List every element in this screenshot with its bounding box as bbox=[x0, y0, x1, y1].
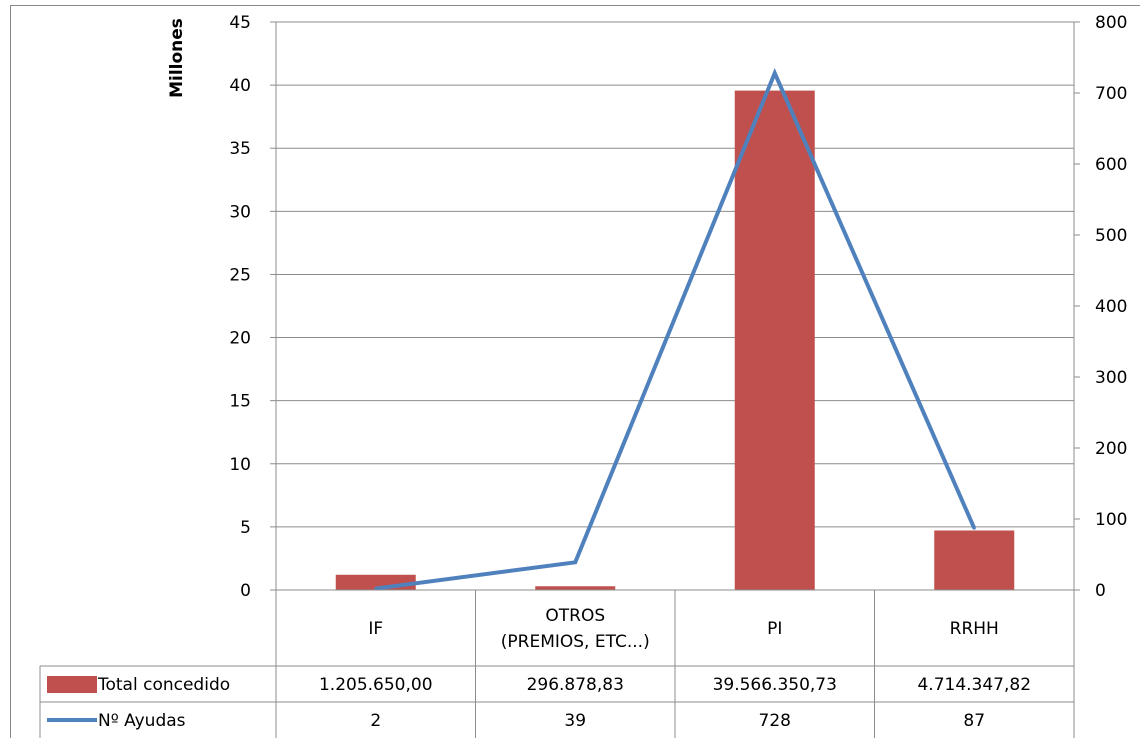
table-cell-value: 2 bbox=[370, 711, 381, 731]
legend-key-bar bbox=[47, 676, 97, 693]
line-point bbox=[972, 526, 976, 530]
table-cell-value: 296.878,83 bbox=[527, 675, 624, 695]
y-tick-label: 45 bbox=[229, 13, 251, 33]
table-cell-value: 87 bbox=[963, 711, 985, 731]
category-label: RRHH bbox=[950, 619, 999, 639]
y2-tick-label: 0 bbox=[1095, 581, 1106, 601]
y2-tick-label: 700 bbox=[1095, 84, 1127, 104]
category-label: IF bbox=[368, 619, 383, 639]
chart-area-border bbox=[10, 5, 1140, 738]
y-tick-label: 30 bbox=[229, 202, 251, 222]
bar bbox=[734, 90, 815, 591]
legend-entry: Nº Ayudas bbox=[98, 711, 186, 731]
y-tick-label: 20 bbox=[229, 329, 251, 349]
y2-tick-label: 400 bbox=[1095, 297, 1127, 317]
y2-tick-label: 600 bbox=[1095, 155, 1127, 175]
line-series bbox=[375, 67, 977, 591]
y-tick-label: 15 bbox=[229, 392, 251, 412]
bar bbox=[535, 586, 616, 590]
table-cell-value: 728 bbox=[759, 711, 791, 731]
category-label: PI bbox=[767, 619, 782, 639]
y-tick-label: 25 bbox=[229, 265, 251, 285]
line-point bbox=[773, 71, 777, 75]
table-cell-value: 1.205.650,00 bbox=[319, 675, 433, 695]
y-tick-label: 10 bbox=[229, 455, 251, 475]
line-point bbox=[374, 587, 378, 591]
y-tick-label: 35 bbox=[229, 139, 251, 159]
line-point bbox=[573, 560, 577, 564]
y2-tick-label: 500 bbox=[1095, 226, 1127, 246]
table-cell-value: 39.566.350,73 bbox=[713, 675, 837, 695]
y-tick-label: 5 bbox=[240, 518, 251, 538]
legend-entry: Total concedido bbox=[97, 675, 230, 695]
table-cell-value: 4.714.347,82 bbox=[917, 675, 1031, 695]
y-tick-label: 0 bbox=[240, 581, 251, 601]
y2-tick-label: 800 bbox=[1095, 13, 1127, 33]
y-tick-label: 40 bbox=[229, 76, 251, 96]
category-label: (PREMIOS, ETC...) bbox=[501, 632, 650, 652]
y2-tick-label: 200 bbox=[1095, 439, 1127, 459]
bar bbox=[934, 530, 1015, 590]
y2-tick-label: 300 bbox=[1095, 368, 1127, 388]
category-label: OTROS bbox=[545, 606, 605, 626]
table-cell-value: 39 bbox=[564, 711, 586, 731]
y2-tick-label: 100 bbox=[1095, 510, 1127, 530]
y-axis-title: Millones bbox=[167, 18, 187, 98]
